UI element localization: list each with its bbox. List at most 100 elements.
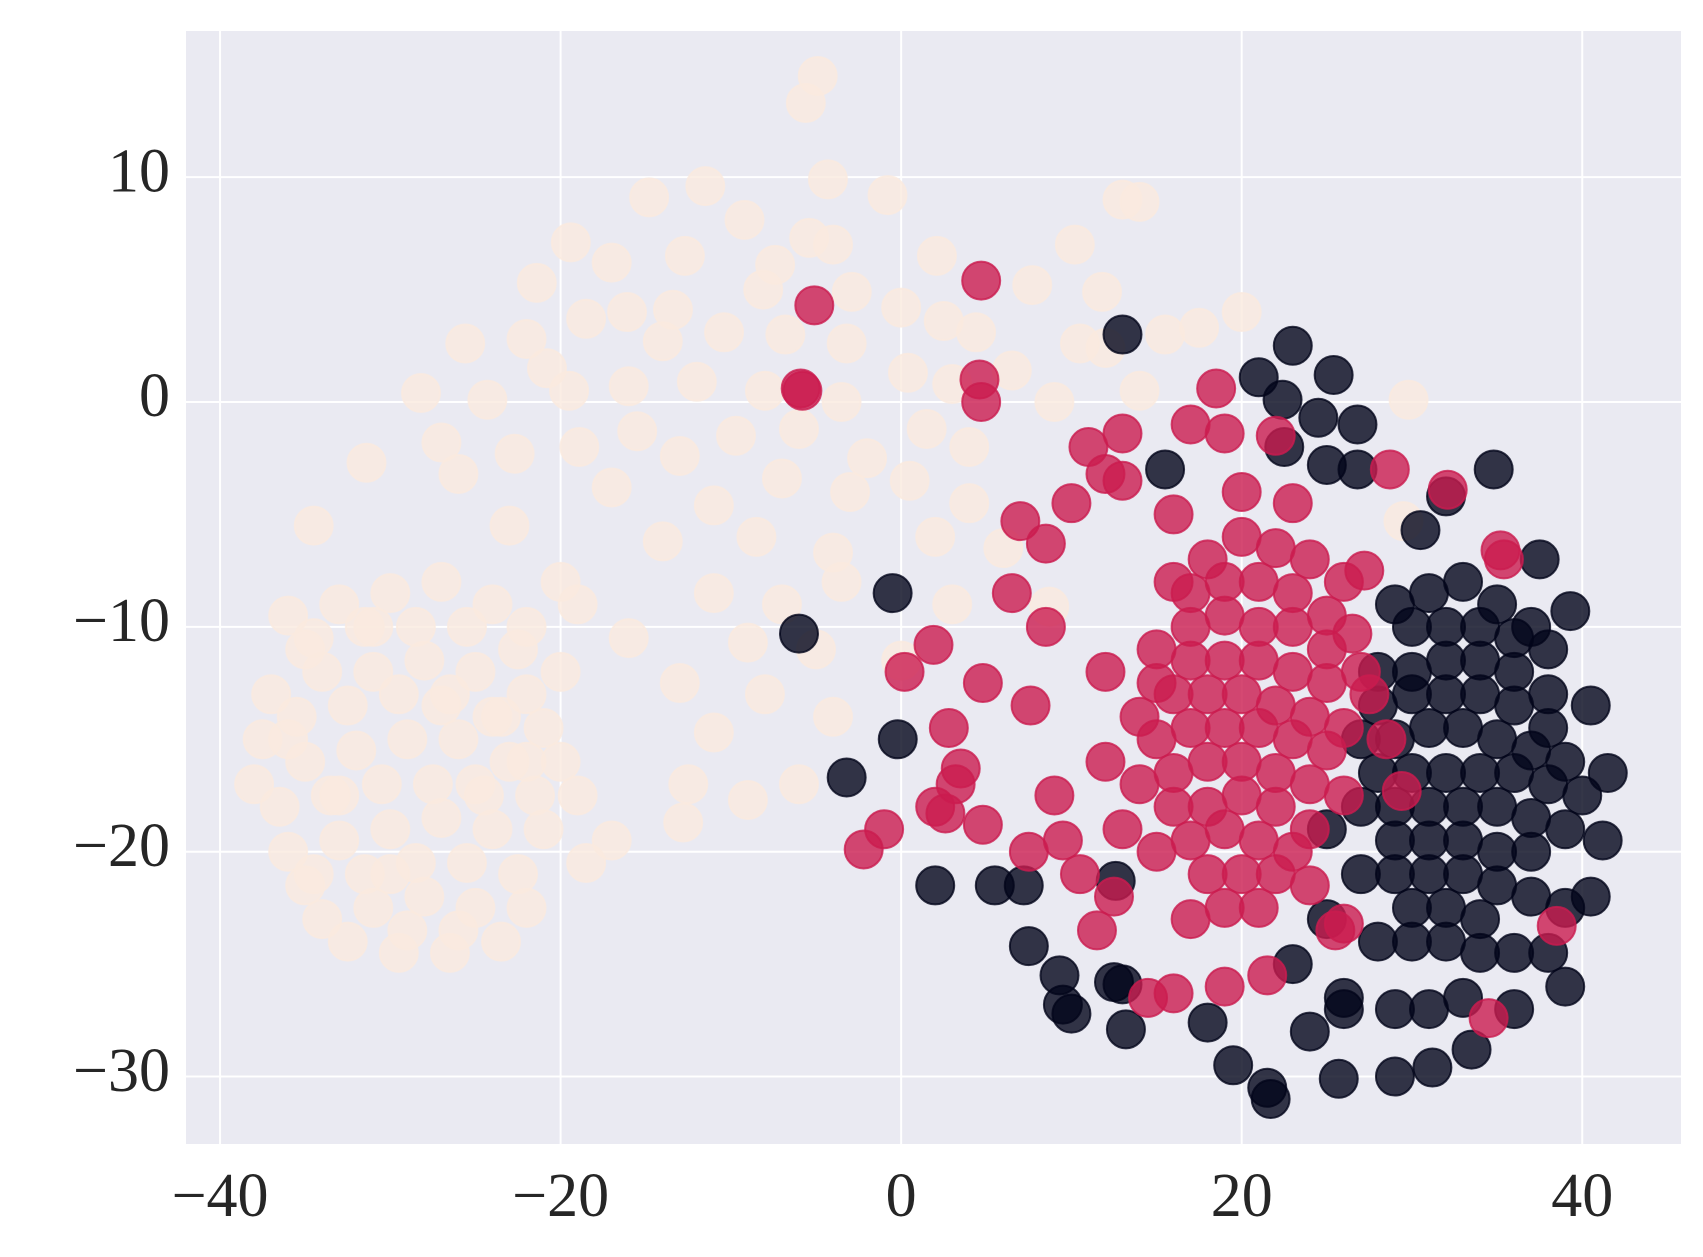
scatter-point	[932, 584, 973, 625]
scatter-point	[1426, 921, 1467, 962]
scatter-point	[1381, 770, 1422, 811]
scatter-point	[1170, 606, 1211, 647]
scatter-point	[1008, 831, 1049, 872]
scatter-point	[1391, 674, 1432, 715]
scatter-point	[1357, 921, 1398, 962]
scatter-point	[516, 262, 557, 303]
scatter-point	[1391, 921, 1432, 962]
scatter-point	[821, 382, 862, 422]
scatter-point	[481, 696, 522, 737]
scatter-point	[438, 719, 479, 760]
scatter-point	[830, 471, 871, 512]
scatter-point	[293, 854, 334, 895]
scatter-point	[523, 708, 564, 749]
scatter-point	[557, 584, 598, 625]
scatter-point	[913, 624, 954, 665]
scatter-point	[778, 764, 819, 805]
scatter-point	[455, 764, 496, 805]
y-tick-label: −30	[73, 1037, 170, 1105]
scatter-point	[549, 370, 590, 411]
scatter-point	[353, 651, 394, 692]
scatter-point	[693, 573, 734, 614]
scatter-point	[1204, 595, 1245, 636]
scatter-point	[1306, 663, 1347, 704]
scatter-point	[1272, 483, 1313, 524]
scatter-point	[1221, 775, 1262, 816]
scatter-point	[1238, 820, 1279, 861]
scatter-point	[962, 804, 1003, 845]
scatter-point	[566, 298, 607, 339]
scatter-point	[1298, 397, 1339, 438]
scatter-point	[1187, 674, 1228, 715]
scatter-point	[1460, 932, 1501, 973]
scatter-point	[319, 584, 360, 625]
scatter-point	[1255, 854, 1296, 895]
scatter-point	[472, 809, 513, 850]
scatter-point	[1272, 651, 1313, 692]
scatter-point	[1306, 595, 1347, 636]
scatter-point	[319, 820, 360, 861]
scatter-point	[715, 415, 756, 456]
scatter-point	[1170, 404, 1211, 445]
scatter-point	[378, 674, 419, 715]
scatter-point	[1460, 753, 1501, 793]
scatter-point	[887, 352, 928, 393]
scatter-point	[727, 779, 768, 820]
scatter-point	[1136, 629, 1177, 670]
scatter-point	[1085, 651, 1126, 692]
scatter-point	[1306, 730, 1347, 771]
scatter-point	[813, 224, 854, 265]
scatter-point	[847, 438, 888, 479]
scatter-point	[1306, 629, 1347, 670]
scatter-point	[608, 618, 649, 659]
scatter-point	[387, 719, 428, 760]
scatter-point	[1460, 640, 1501, 681]
scatter-point	[1145, 449, 1186, 490]
scatter-point	[1388, 379, 1429, 420]
scatter-point	[268, 719, 309, 760]
scatter-point	[1545, 966, 1586, 1007]
scatter-point	[1570, 685, 1611, 726]
scatter-point	[1153, 786, 1194, 827]
scatter-point	[831, 271, 872, 312]
scatter-point	[523, 809, 564, 850]
scatter-point	[1374, 1056, 1415, 1097]
scatter-point	[370, 573, 411, 614]
scatter-point	[821, 561, 862, 602]
scatter-point	[1408, 854, 1449, 895]
scatter-point	[1408, 820, 1449, 861]
scatter-point	[1204, 640, 1245, 681]
y-tick-label: 10	[108, 137, 170, 205]
scatter-point	[1408, 989, 1449, 1030]
scatter-point	[1262, 379, 1303, 420]
scatter-point	[961, 260, 1002, 301]
scatter-point	[1255, 786, 1296, 827]
scatter-point	[797, 55, 838, 96]
scatter-point	[1238, 606, 1279, 647]
scatter-point	[1034, 775, 1075, 816]
scatter-point	[1511, 876, 1552, 917]
scatter-point	[1494, 618, 1535, 659]
scatter-point	[1059, 854, 1100, 895]
scatter-point	[607, 292, 648, 333]
scatter-point	[1562, 775, 1603, 816]
scatter-point	[1460, 606, 1501, 647]
scatter-point	[1477, 786, 1518, 827]
scatter-point	[1054, 224, 1095, 265]
scatter-point	[906, 408, 947, 449]
scatter-point	[884, 651, 925, 692]
scatter-point	[1170, 820, 1211, 861]
scatter-point	[1034, 382, 1075, 422]
scatter-point	[813, 696, 854, 737]
scatter-point	[1153, 973, 1194, 1014]
scatter-point	[1187, 741, 1228, 782]
scatter-point	[566, 842, 607, 883]
scatter-point	[765, 314, 806, 355]
scatter-point	[1545, 809, 1586, 850]
scatter-point	[642, 321, 683, 362]
scatter-point	[1468, 998, 1509, 1039]
scatter-point	[1187, 786, 1228, 827]
scatter-point	[1102, 460, 1143, 501]
scatter-point	[378, 932, 419, 973]
